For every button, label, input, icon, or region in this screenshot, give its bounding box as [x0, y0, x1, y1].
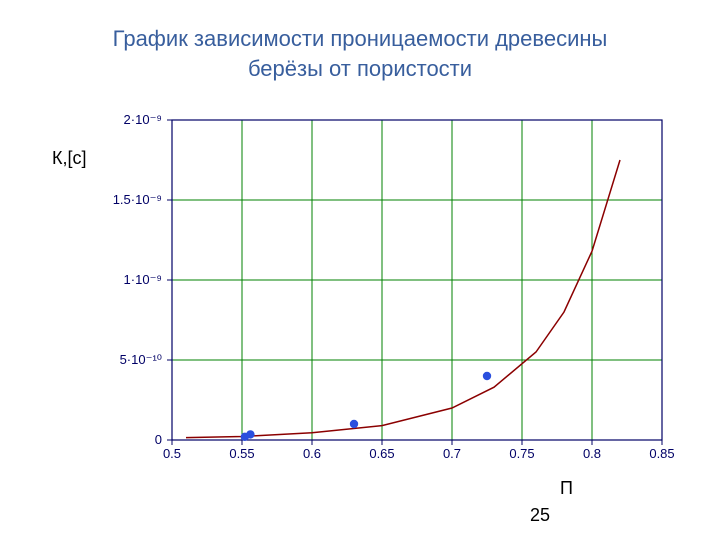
x-tick-label: 0.65 [369, 446, 394, 461]
scatter-chart: 0.5 0.55 0.6 0.65 0.7 0.75 0.8 0.85 0 5·10⁻¹⁰ 1·10… [100, 100, 680, 470]
title-line-1: График зависимости проницаемости древеси… [113, 26, 608, 51]
y-tick-label: 5·10⁻¹⁰ [120, 352, 162, 367]
x-tick-label: 0.8 [583, 446, 601, 461]
x-tick-label: 0.6 [303, 446, 321, 461]
chart-title: График зависимости проницаемости древеси… [0, 24, 720, 83]
y-axis-label: К,[с] [52, 148, 87, 169]
data-point [246, 430, 254, 438]
y-tick-label: 2·10⁻⁹ [124, 112, 162, 127]
x-tick-label: 0.7 [443, 446, 461, 461]
x-axis-label: П [560, 478, 573, 499]
y-tick-label: 0 [155, 432, 162, 447]
x-tick-label: 0.85 [649, 446, 674, 461]
y-tick-label: 1·10⁻⁹ [124, 272, 162, 287]
title-line-2: берёзы от пористости [248, 56, 472, 81]
data-point [350, 420, 358, 428]
data-point [483, 372, 491, 380]
y-tick-label: 1.5·10⁻⁹ [113, 192, 162, 207]
x-tick-label: 0.5 [163, 446, 181, 461]
x-tick-label: 0.55 [229, 446, 254, 461]
x-tick-label: 0.75 [509, 446, 534, 461]
page-number: 25 [530, 505, 550, 526]
